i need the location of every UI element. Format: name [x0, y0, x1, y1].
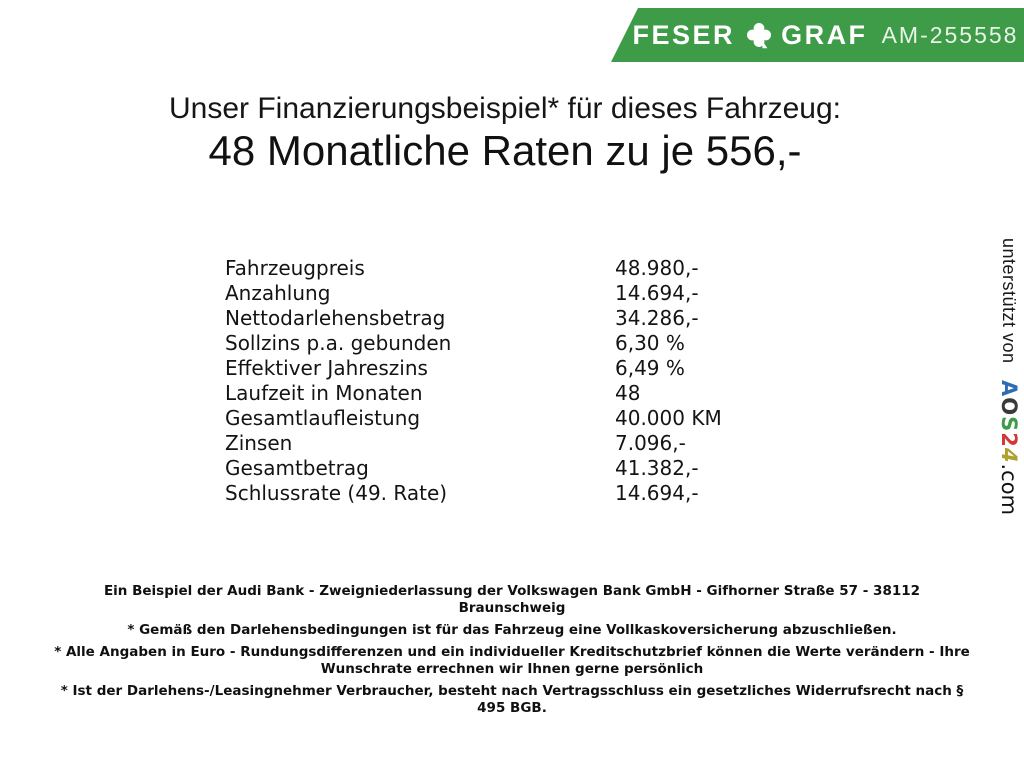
row-label: Gesamtlaufleistung	[225, 406, 421, 430]
row-label: Zinsen	[225, 431, 293, 455]
clover-icon	[747, 23, 772, 49]
aos24-letter: S	[997, 415, 1021, 432]
dealer-banner: FESER GRAF AM-255558	[611, 8, 1024, 62]
table-row: Nettodarlehensbetrag 34.286,-	[225, 306, 825, 331]
row-label: Anzahlung	[225, 281, 331, 305]
row-label: Sollzins p.a. gebunden	[225, 331, 452, 355]
row-value: 6,49 %	[615, 356, 685, 380]
supported-by-label: unterstützt von	[999, 238, 1019, 364]
table-row: Effektiver Jahreszins 6,49 %	[225, 356, 825, 381]
aos24-letter: 2	[997, 431, 1021, 448]
table-row: Anzahlung 14.694,-	[225, 281, 825, 306]
page-title: Unser Finanzierungsbeispiel* für dieses …	[168, 92, 841, 125]
aos24-letter: 4	[997, 447, 1021, 464]
aos24-domain-suffix: .com	[997, 463, 1021, 515]
aos24-letter: O	[997, 396, 1021, 416]
brand-name-graf: GRAF	[781, 19, 868, 50]
table-row: Sollzins p.a. gebunden 6,30 %	[225, 331, 825, 356]
row-label: Schlussrate (49. Rate)	[225, 481, 448, 505]
row-value: 40.000 KM	[615, 406, 722, 430]
row-label: Nettodarlehensbetrag	[225, 306, 446, 330]
row-value: 6,30 %	[615, 331, 685, 355]
supported-by-sidebar: unterstützt von AOS24.com	[997, 238, 1021, 548]
table-row: Gesamtlaufleistung 40.000 KM	[225, 406, 825, 431]
legal-line-bank: Ein Beispiel der Audi Bank - Zweignieder…	[103, 583, 921, 616]
row-label: Effektiver Jahreszins	[225, 356, 428, 380]
monthly-rate-headline: 48 Monatliche Raten zu je 556,-	[208, 127, 802, 174]
vehicle-ref-code: AM-255558	[881, 21, 1019, 48]
legal-line-insurance: * Gemäß den Darlehensbedingungen ist für…	[127, 622, 897, 638]
aos24-logo[interactable]: AOS24.com	[997, 380, 1021, 515]
table-row: Gesamtbetrag 41.382,-	[225, 456, 825, 481]
row-value: 34.286,-	[615, 306, 699, 330]
row-value: 7.096,-	[615, 431, 686, 455]
legal-line-euro: * Alle Angaben in Euro - Rundungsdiffere…	[54, 644, 970, 677]
row-value: 48	[615, 381, 641, 405]
row-label: Laufzeit in Monaten	[225, 381, 423, 405]
row-value: 41.382,-	[615, 456, 699, 480]
financing-table: Fahrzeugpreis 48.980,- Anzahlung 14.694,…	[225, 256, 825, 506]
row-value: 48.980,-	[615, 256, 699, 280]
table-row: Schlussrate (49. Rate) 14.694,-	[225, 481, 825, 506]
legal-footer: Ein Beispiel der Audi Bank - Zweignieder…	[0, 583, 1024, 722]
legal-line-withdrawal: * Ist der Darlehens-/Leasingnehmer Verbr…	[60, 683, 964, 716]
table-row: Laufzeit in Monaten 48	[225, 381, 825, 406]
row-value: 14.694,-	[615, 281, 699, 305]
table-row: Fahrzeugpreis 48.980,-	[225, 256, 825, 281]
aos24-letter: A	[997, 379, 1021, 397]
table-row: Zinsen 7.096,-	[225, 431, 825, 456]
row-label: Gesamtbetrag	[225, 456, 369, 480]
row-label: Fahrzeugpreis	[225, 256, 365, 280]
row-value: 14.694,-	[615, 481, 699, 505]
brand-name-feser: FESER	[632, 19, 736, 50]
